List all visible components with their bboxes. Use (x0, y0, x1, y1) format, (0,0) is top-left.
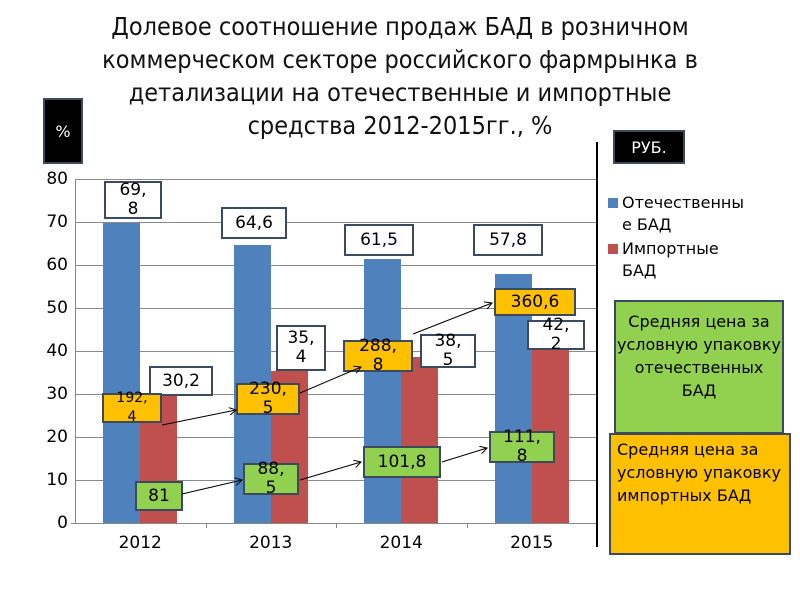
gridline (75, 265, 597, 266)
import-price-note-text: Средняя цена за условную упаковку импорт… (617, 440, 781, 505)
y-tick-label: 50 (46, 298, 68, 318)
legend-item-domestic: Отечественны е БАД (608, 192, 798, 236)
data-label-import: 38, 5 (420, 332, 476, 370)
title-line-3: детализации на отечественные и импортные (128, 78, 672, 107)
data-label-domestic: 57,8 (473, 224, 543, 256)
x-tick-label: 2013 (249, 533, 293, 553)
gridline (75, 179, 597, 180)
arrow-domestic-2014-2015 (441, 448, 487, 463)
price-label-import: 192, 4 (102, 390, 162, 425)
bar-domestic (103, 222, 141, 523)
gridline (75, 480, 597, 481)
y-tick-label: 80 (46, 169, 68, 189)
price-label-import: 288, 8 (343, 337, 413, 375)
y-tick-label: 30 (46, 384, 68, 404)
rub-unit-label: РУБ. (613, 130, 685, 164)
title-line-1: Долевое соотношение продаж БАД в розничн… (111, 12, 689, 41)
y-tick-label: 20 (46, 427, 68, 447)
legend-swatch-import (608, 244, 618, 254)
data-label-import: 35, 4 (276, 325, 326, 371)
gridline (75, 351, 597, 352)
import-price-note: Средняя цена за условную упаковку импорт… (609, 433, 791, 555)
legend-swatch-domestic (608, 198, 618, 208)
legend-item-import: Импортные БАД (608, 238, 798, 282)
domestic-price-note-text: Средняя цена за условную упаковку отечес… (617, 312, 781, 400)
x-tick-mark (336, 523, 337, 528)
x-tick-label: 2015 (510, 533, 554, 553)
x-tick-label: 2014 (379, 533, 423, 553)
y-tick-label: 10 (46, 470, 68, 490)
data-label-domestic: 64,6 (221, 207, 287, 239)
price-label-domestic: 111, 8 (489, 428, 555, 466)
price-label-import: 230, 5 (236, 380, 300, 418)
data-label-import: 42, 2 (527, 316, 585, 354)
percent-unit-label: % (43, 98, 83, 164)
price-label-domestic: 81 (135, 481, 183, 511)
legend-label-domestic: Отечественны е БАД (622, 193, 744, 234)
gridline (75, 308, 597, 309)
arrow-domestic-2013-2014 (299, 462, 361, 481)
domestic-price-note: Средняя цена за условную упаковку отечес… (614, 300, 784, 434)
y-tick-label: 60 (46, 255, 68, 275)
x-tick-mark (205, 523, 207, 528)
data-label-domestic: 61,5 (344, 224, 414, 256)
y-tick-label: 0 (57, 513, 68, 533)
title-line-4: средства 2012-2015гг., % (247, 111, 553, 140)
gridline (75, 437, 597, 438)
x-axis (71, 523, 597, 524)
x-tick-mark (466, 523, 468, 528)
x-tick-label: 2012 (118, 533, 162, 553)
data-label-domestic: 69, 8 (104, 181, 162, 219)
y-axis (75, 179, 76, 523)
price-label-import: 360,6 (494, 288, 576, 316)
gridline (75, 394, 597, 395)
data-label-import: 30,2 (149, 366, 213, 396)
chart-title: Долевое соотношение продаж БАД в розничн… (58, 10, 742, 142)
legend-divider (596, 142, 598, 547)
title-line-2: коммерческом секторе российского фармрын… (102, 45, 698, 74)
y-tick-label: 40 (46, 341, 68, 361)
bar-domestic (364, 258, 402, 523)
y-tick-label: 70 (46, 212, 68, 232)
gridline (75, 222, 597, 223)
price-label-domestic: 88, 5 (243, 460, 299, 498)
chart-legend: Отечественны е БАД Импортные БАД (608, 192, 798, 284)
price-label-domestic: 101,8 (363, 446, 441, 478)
bar-import (401, 357, 439, 523)
legend-label-import: Импортные БАД (622, 239, 719, 280)
